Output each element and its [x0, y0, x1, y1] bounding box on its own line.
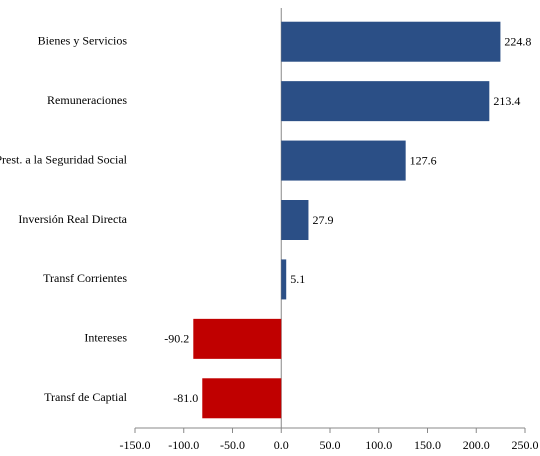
x-tick-label: 100.0	[365, 438, 392, 452]
category-label: Prest. a la Seguridad Social	[0, 152, 128, 166]
value-label: 224.8	[504, 34, 531, 48]
x-tick-label: 0.0	[274, 438, 289, 452]
category-label: Remuneraciones	[47, 93, 127, 107]
category-label: Inversión Real Directa	[18, 212, 127, 226]
x-tick-label: -50.0	[220, 438, 245, 452]
bar	[281, 259, 287, 300]
bar	[281, 140, 406, 181]
x-tick-label: -100.0	[168, 438, 199, 452]
x-tick-label: 200.0	[463, 438, 490, 452]
category-label: Transf Corrientes	[43, 271, 127, 285]
x-tick-label: 150.0	[414, 438, 441, 452]
x-tick-label: 50.0	[320, 438, 341, 452]
value-label: 5.1	[290, 272, 305, 286]
bar	[202, 378, 282, 419]
category-label: Bienes y Servicios	[38, 33, 128, 47]
category-label: Transf de Captial	[44, 390, 128, 404]
bar	[193, 318, 282, 359]
value-label: -90.2	[164, 332, 189, 346]
category-label: Intereses	[84, 331, 127, 345]
bar	[281, 200, 309, 240]
bar	[281, 21, 501, 62]
value-label: 127.6	[410, 153, 437, 167]
bar	[281, 81, 490, 122]
x-tick-label: 250.0	[512, 438, 539, 452]
value-label: -81.0	[173, 391, 198, 405]
value-label: 213.4	[493, 94, 520, 108]
x-tick-label: -150.0	[120, 438, 151, 452]
value-label: 27.9	[312, 213, 333, 227]
